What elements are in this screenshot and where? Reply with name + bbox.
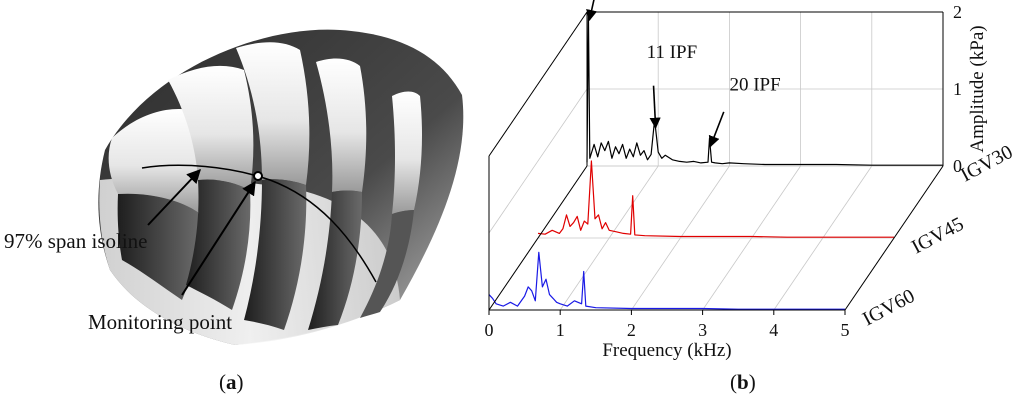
impeller-blades bbox=[108, 42, 422, 330]
series-line bbox=[488, 251, 845, 310]
waterfall-series bbox=[488, 11, 943, 310]
x-tick-label: 1 bbox=[556, 320, 565, 340]
x-tick-label: 4 bbox=[769, 320, 778, 340]
x-tick-label: 3 bbox=[698, 320, 707, 340]
monitoring-point-arrow bbox=[181, 180, 256, 296]
axis-frame-line bbox=[488, 11, 588, 157]
monitoring-point-marker bbox=[253, 171, 263, 181]
series-name-label: IGV60 bbox=[859, 285, 918, 331]
axis-frame-line bbox=[488, 165, 588, 311]
x-tick-label: 2 bbox=[627, 320, 636, 340]
annotation-label: 20 IPF bbox=[729, 74, 780, 95]
z-tick-label: 1 bbox=[953, 79, 962, 99]
annotation-arrow bbox=[708, 111, 725, 148]
axis-frame-line bbox=[844, 165, 944, 311]
annotation-arrow bbox=[649, 85, 661, 129]
x-tick-label: 0 bbox=[485, 320, 494, 340]
x-tick-label: 5 bbox=[841, 320, 850, 340]
isoline-arrow bbox=[147, 168, 201, 226]
span-isoline bbox=[141, 164, 377, 283]
annotation-arrow bbox=[586, 0, 598, 22]
annotation-label: 11 IPF bbox=[647, 42, 698, 63]
z-axis-label: Amplitude (kPa) bbox=[967, 25, 988, 152]
monitoring-point-label: Monitoring point bbox=[88, 310, 232, 334]
isoline-label: 97% span isoline bbox=[4, 229, 147, 253]
caption-b: (b) bbox=[730, 370, 756, 394]
z-tick-label: 0 bbox=[953, 156, 962, 176]
series-line bbox=[586, 11, 943, 166]
impeller-illustration: 97% span isoline Monitoring point bbox=[4, 29, 464, 345]
series-line bbox=[537, 160, 894, 238]
z-tick-label: 2 bbox=[953, 2, 962, 22]
x-axis-label: Frequency (kHz) bbox=[602, 340, 731, 361]
side-grid-line bbox=[488, 88, 588, 234]
caption-a: (a) bbox=[219, 370, 244, 394]
series-name-label: IGV45 bbox=[908, 213, 967, 259]
